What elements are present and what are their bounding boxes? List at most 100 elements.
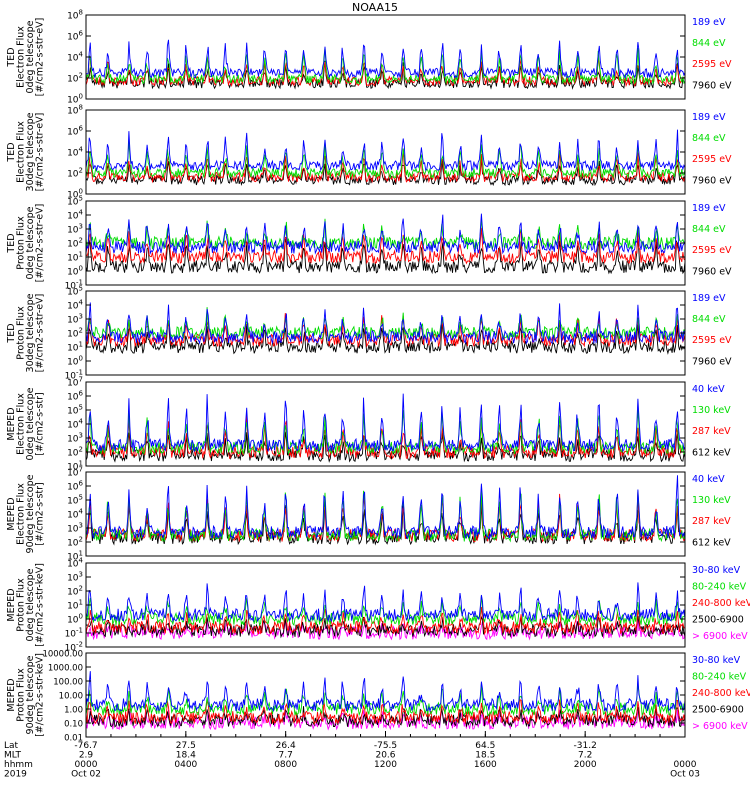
y-axis-label: MEPEDElectron Flux90deg telescope[#/cm2-… (6, 474, 46, 553)
series-line (85, 606, 686, 636)
x-tick-label: 1200 (374, 760, 397, 770)
y-tick-label: 10.00 (59, 692, 83, 702)
legend-entry: 612 keV (692, 537, 731, 548)
panel-frame (85, 471, 686, 557)
y-tick-label: 100 (67, 355, 83, 368)
x-tick-label: 0000 (75, 760, 98, 770)
y-tick-label: 0.01 (64, 734, 83, 744)
series-line (85, 615, 686, 639)
y-tick-label: 10000.00 (42, 650, 83, 660)
legend-entry: 130 keV (692, 405, 731, 416)
y-axis-label: MEPEDProton Flux0deg telescope[#/cm2-s-s… (6, 563, 46, 647)
series-line (85, 475, 686, 540)
legend-entry: 240-800 keV (692, 688, 750, 699)
legend-entry: 80-240 keV (692, 582, 747, 593)
y-tick-label: 0.10 (64, 720, 83, 730)
y-tick-label: 103 (67, 223, 83, 236)
series-line (85, 39, 686, 79)
legend-entry: 287 keV (692, 516, 731, 527)
y-axis-label: TEDProton Flux30deg telescope[#/cm2-s-st… (6, 293, 46, 372)
legend-entry: 2500-6900 (692, 705, 744, 716)
y-tick-label: 1.00 (64, 706, 83, 716)
series-line (85, 683, 686, 717)
legend-entry: 30-80 keV (692, 655, 741, 666)
x-tick-label: 64.5 (475, 741, 495, 751)
legend-entry: 189 eV (692, 293, 726, 304)
x-row-label: 2019 (4, 770, 27, 780)
y-tick-label: 102 (67, 167, 83, 180)
series-line (85, 617, 686, 641)
y-tick-label: 101 (67, 251, 83, 264)
y-tick-label: 102 (67, 72, 83, 85)
y-tick-label: 104 (67, 418, 83, 431)
series-line (85, 47, 686, 86)
y-tick-label: 105 (67, 494, 83, 507)
x-tick-label: 18.4 (176, 751, 196, 761)
legend-entry: 2595 eV (692, 154, 732, 165)
series-line (85, 706, 686, 729)
series-line (85, 582, 686, 623)
y-tick-label: 102 (67, 536, 83, 549)
x-tick-label: 27.5 (176, 741, 196, 751)
y-axis-label: MEPEDProton Flux90deg telescope[#/cm2-s-… (6, 653, 46, 737)
x-tick-label: -31.2 (574, 741, 597, 751)
x-tick-label: 7.7 (279, 751, 293, 761)
legend-entry: 7960 eV (692, 175, 732, 186)
y-tick-label: 100.00 (53, 678, 83, 688)
y-tick-label: 104 (67, 508, 83, 521)
y-tick-label: 104 (67, 51, 83, 64)
y-tick-label: 10-1 (65, 627, 83, 640)
y-tick-label: 102 (67, 446, 83, 459)
legend-entry: 2500-6900 (692, 615, 744, 626)
x-row-label: Lat (4, 741, 19, 751)
legend-entry: 287 keV (692, 426, 731, 437)
series-line (85, 393, 686, 454)
series-line (85, 129, 686, 172)
series-line (85, 698, 686, 726)
series-line (85, 671, 686, 713)
legend-entry: 30-80 keV (692, 565, 741, 576)
y-tick-label: 103 (67, 432, 83, 445)
legend-entry: 7960 eV (692, 356, 732, 367)
series-line (85, 140, 686, 180)
y-tick-label: 102 (67, 327, 83, 340)
x-tick-label: 7.2 (578, 751, 592, 761)
y-axis-label: MEPEDElectron Flux0deg telescope[#/cm2-s… (6, 387, 46, 460)
chart-panel-8: 0.01 0.10 1.00 10.00 100.00 1000.00 10000.00ME… (6, 650, 750, 744)
y-tick-label: 105 (67, 404, 83, 417)
legend-entry: 130 keV (692, 495, 731, 506)
x-tick-label: 20.6 (375, 751, 395, 761)
legend-entry: > 6900 keV (692, 721, 748, 732)
x-tick-label: 1600 (474, 760, 497, 770)
y-tick-label: 103 (67, 571, 83, 584)
x-tick-label: 2.9 (79, 751, 94, 761)
y-tick-label: 108 (67, 9, 83, 22)
series-line (85, 708, 686, 731)
y-axis-label: TEDProton Flux0deg telescope[#/cm2-s-str… (6, 204, 46, 283)
legend-entry: 7960 eV (692, 266, 732, 277)
y-tick-label: 104 (67, 146, 83, 159)
y-axis-label: TEDElectron Flux0deg telescope[#/cm2-s-s… (6, 18, 46, 97)
legend-entry: 240-800 keV (692, 598, 750, 609)
x-tick-label: -76.7 (74, 741, 97, 751)
y-tick-label: 106 (67, 480, 83, 493)
y-tick-label: 1000.00 (48, 664, 83, 674)
series-line (85, 415, 686, 460)
y-tick-label: 103 (67, 313, 83, 326)
legend-entry: 40 keV (692, 384, 725, 395)
x-row-label: hhmm (4, 760, 33, 770)
x-row-label: MLT (4, 751, 22, 761)
legend-entry: 2595 eV (692, 59, 732, 70)
legend-entry: 189 eV (692, 17, 726, 28)
series-line (85, 312, 686, 349)
y-tick-label: 100 (67, 613, 83, 626)
y-tick-label: 106 (67, 125, 83, 138)
legend-entry: 2595 eV (692, 245, 732, 256)
series-line (85, 302, 686, 346)
legend-entry: > 6900 keV (692, 631, 748, 642)
y-tick-label: 104 (67, 299, 83, 312)
